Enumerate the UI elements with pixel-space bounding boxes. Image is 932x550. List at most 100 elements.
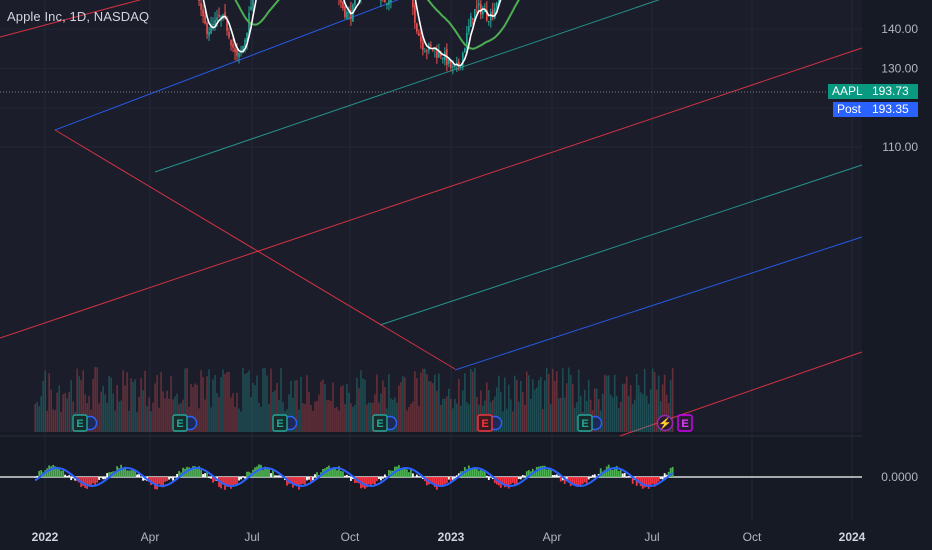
trend-line[interactable] [0, 47, 863, 339]
volume-bar [258, 402, 260, 432]
candle-body[interactable] [354, 0, 356, 5]
trend-line[interactable] [54, 129, 456, 370]
trend-line[interactable] [154, 0, 670, 173]
candle-body[interactable] [220, 16, 222, 19]
candle-body[interactable] [218, 14, 220, 17]
candle-body[interactable] [224, 12, 226, 18]
oscillator-bar [441, 477, 444, 486]
trend-line[interactable] [0, 0, 215, 38]
oscillator-bar [278, 475, 280, 477]
candle-body[interactable] [466, 32, 468, 48]
candle-body[interactable] [424, 51, 426, 53]
trend-line[interactable] [379, 164, 863, 326]
candle-body[interactable] [442, 58, 444, 60]
candle-body[interactable] [384, 0, 386, 3]
candle-body[interactable] [412, 0, 414, 8]
candle-body[interactable] [242, 46, 244, 53]
candle-body[interactable] [202, 9, 204, 17]
ma-fast-line[interactable] [35, 0, 673, 67]
candle-body[interactable] [490, 12, 492, 21]
candle-body[interactable] [450, 60, 452, 69]
event-marker-split[interactable]: ⚡ [656, 414, 674, 432]
candle-body[interactable] [214, 20, 216, 27]
event-marker-upcoming-earnings[interactable]: E [677, 414, 693, 432]
candle-body[interactable] [470, 15, 472, 27]
candle-body[interactable] [390, 0, 392, 2]
candle-body[interactable] [454, 65, 456, 67]
candle-body[interactable] [482, 11, 484, 15]
candle-body[interactable] [478, 3, 480, 6]
candle-body[interactable] [414, 5, 416, 23]
candle-body[interactable] [420, 36, 422, 42]
volume-bar [376, 374, 378, 432]
candle-body[interactable] [464, 48, 466, 53]
candle-body[interactable] [440, 53, 442, 57]
candle-body[interactable] [342, 1, 344, 9]
event-marker-earnings[interactable]: E [272, 414, 298, 432]
candle-body[interactable] [212, 23, 214, 26]
candle-body[interactable] [486, 9, 488, 21]
trend-line[interactable] [54, 0, 450, 131]
candle-body[interactable] [488, 21, 490, 23]
candle-body[interactable] [462, 52, 464, 66]
candle-body[interactable] [200, 3, 202, 10]
candle-body[interactable] [468, 25, 470, 32]
candle-body[interactable] [346, 12, 348, 19]
candle-body[interactable] [480, 4, 482, 15]
candle-body[interactable] [216, 17, 218, 21]
trend-line[interactable] [454, 236, 863, 371]
candle-body[interactable] [476, 6, 478, 8]
candle-body[interactable] [458, 61, 460, 67]
candle-body[interactable] [234, 48, 236, 53]
candle-body[interactable] [226, 20, 228, 31]
candle-body[interactable] [246, 32, 248, 43]
candle-body[interactable] [492, 10, 494, 17]
candle-body[interactable] [236, 49, 238, 56]
candle-body[interactable] [496, 2, 498, 8]
candle-body[interactable] [448, 59, 450, 64]
candle-body[interactable] [204, 14, 206, 24]
event-marker-earnings-negative[interactable]: E [477, 414, 503, 432]
candle-body[interactable] [250, 6, 252, 11]
candle-body[interactable] [198, 0, 200, 1]
candle-body[interactable] [418, 32, 420, 36]
candle-body[interactable] [340, 0, 342, 3]
candle-body[interactable] [232, 43, 234, 48]
event-marker-earnings[interactable]: E [172, 414, 198, 432]
candle-body[interactable] [244, 39, 246, 48]
candle-body[interactable] [436, 51, 438, 58]
candle-body[interactable] [388, 0, 390, 5]
candle-body[interactable] [484, 10, 486, 13]
candle-body[interactable] [434, 48, 436, 50]
candle-body[interactable] [252, 0, 254, 9]
candle-body[interactable] [208, 32, 210, 36]
candle-body[interactable] [438, 51, 440, 58]
event-marker-earnings[interactable]: E [372, 414, 398, 432]
candle-body[interactable] [228, 31, 230, 38]
candle-body[interactable] [238, 52, 240, 58]
candle-body[interactable] [416, 23, 418, 32]
event-marker-earnings[interactable]: E [577, 414, 603, 432]
oscillator-bar [579, 477, 582, 487]
candle-body[interactable] [210, 24, 212, 34]
candle-body[interactable] [206, 23, 208, 34]
candle-body[interactable] [452, 66, 454, 68]
candle-body[interactable] [386, 3, 388, 5]
candle-body[interactable] [344, 6, 346, 17]
candle-body[interactable] [380, 0, 382, 1]
candle-body[interactable] [348, 11, 350, 14]
candle-body[interactable] [472, 18, 474, 20]
candle-body[interactable] [422, 41, 424, 50]
price-axis-label: 140.00 [881, 22, 918, 36]
candle-body[interactable] [426, 50, 428, 52]
candle-body[interactable] [248, 12, 250, 36]
candle-body[interactable] [498, 0, 500, 6]
candle-body[interactable] [494, 8, 496, 19]
candle-body[interactable] [430, 45, 432, 47]
earnings-icon [677, 414, 693, 432]
event-marker-earnings[interactable]: E [72, 414, 98, 432]
candle-body[interactable] [230, 40, 232, 46]
candle-body[interactable] [474, 9, 476, 22]
volume-bar [368, 402, 370, 432]
